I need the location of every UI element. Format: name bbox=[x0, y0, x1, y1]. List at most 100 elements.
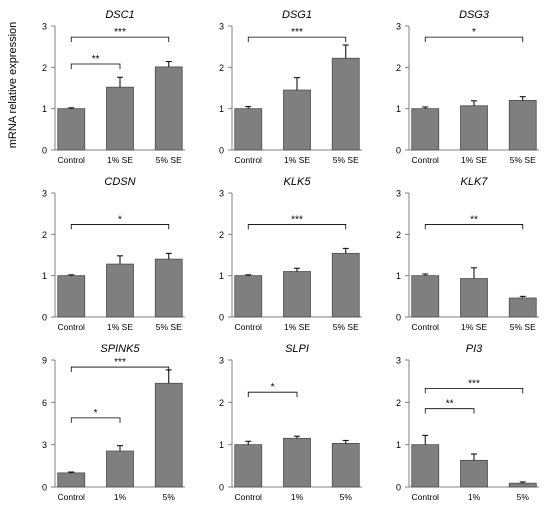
significance-bracket bbox=[424, 36, 524, 43]
panel-title: KLK5 bbox=[284, 176, 312, 188]
significance-bracket bbox=[247, 391, 298, 398]
panel-dsg1: DSG1 0 1 2 3 Control 1% SE 5% SE *** bbox=[219, 9, 362, 165]
significance-label: ** bbox=[92, 54, 100, 65]
significance-bracket bbox=[70, 63, 121, 70]
y-tick-label: 0 bbox=[396, 146, 401, 156]
panel-klk7: KLK7 0 1 2 3 Control 1% SE 5% SE ** bbox=[396, 176, 539, 332]
x-tick-label: Control bbox=[412, 322, 440, 332]
panel-title: DSG1 bbox=[282, 9, 312, 21]
bar bbox=[154, 382, 183, 488]
y-tick-label: 1 bbox=[396, 440, 401, 450]
x-tick-label: 5% bbox=[340, 492, 353, 502]
bar bbox=[283, 437, 311, 488]
y-tick-label: 3 bbox=[42, 22, 47, 32]
bar bbox=[57, 472, 86, 488]
bar bbox=[154, 66, 183, 151]
bar bbox=[508, 100, 537, 151]
significance-label: *** bbox=[114, 27, 126, 38]
bar bbox=[57, 108, 86, 151]
y-tick-label: 0 bbox=[219, 483, 224, 493]
panel-title: PI3 bbox=[466, 343, 483, 355]
x-tick-label: Control bbox=[235, 492, 263, 502]
y-tick-label: 0 bbox=[219, 313, 224, 323]
panel-title: DSG3 bbox=[459, 9, 490, 21]
bar bbox=[460, 459, 488, 488]
bar bbox=[106, 450, 134, 488]
x-tick-label: Control bbox=[235, 322, 263, 332]
significance-label: * bbox=[271, 382, 275, 393]
y-tick-label: 3 bbox=[219, 356, 224, 366]
x-tick-label: 1% SE bbox=[461, 322, 487, 332]
bar bbox=[57, 275, 86, 318]
y-tick-label: 2 bbox=[396, 398, 401, 408]
y-tick-label: 1 bbox=[396, 271, 401, 281]
bar bbox=[411, 108, 440, 151]
x-tick-label: 5% SE bbox=[156, 155, 182, 165]
y-tick-label: 2 bbox=[42, 63, 47, 73]
x-tick-label: 1% SE bbox=[107, 155, 133, 165]
bar bbox=[460, 278, 488, 318]
x-tick-label: 1% SE bbox=[107, 322, 133, 332]
y-tick-label: 2 bbox=[219, 230, 224, 240]
x-tick-label: 5% SE bbox=[333, 322, 359, 332]
y-tick-label: 3 bbox=[42, 189, 47, 199]
y-tick-label: 1 bbox=[219, 104, 224, 114]
y-tick-label: 2 bbox=[396, 230, 401, 240]
x-tick-label: 5% bbox=[517, 492, 530, 502]
significance-label: * bbox=[94, 408, 98, 419]
y-tick-label: 0 bbox=[219, 146, 224, 156]
y-tick-label: 3 bbox=[396, 356, 401, 366]
significance-bracket bbox=[247, 36, 347, 43]
x-tick-label: 5% SE bbox=[156, 322, 182, 332]
x-tick-label: Control bbox=[58, 322, 86, 332]
panel-title: CDSN bbox=[104, 176, 135, 188]
x-tick-label: 1% SE bbox=[284, 155, 310, 165]
x-tick-label: 1% bbox=[468, 492, 481, 502]
panel-klk5: KLK5 0 1 2 3 Control 1% SE 5% SE *** bbox=[219, 176, 362, 332]
x-tick-label: Control bbox=[58, 155, 86, 165]
x-tick-label: Control bbox=[235, 155, 263, 165]
y-tick-label: 1 bbox=[219, 440, 224, 450]
y-tick-label: 2 bbox=[219, 398, 224, 408]
panel-cdsn: CDSN 0 1 2 3 Control 1% SE 5% SE * bbox=[42, 176, 185, 332]
y-tick-label: 3 bbox=[219, 22, 224, 32]
panel-slpi: SLPI 0 1 2 3 Control 1% 5% * bbox=[219, 343, 362, 502]
x-tick-label: Control bbox=[412, 155, 440, 165]
significance-bracket bbox=[70, 366, 170, 373]
panel-title: KLK7 bbox=[461, 176, 489, 188]
significance-bracket bbox=[424, 408, 475, 414]
y-tick-label: 0 bbox=[396, 483, 401, 493]
y-tick-label: 2 bbox=[42, 230, 47, 240]
x-tick-label: 1% bbox=[114, 492, 127, 502]
panel-title: DSC1 bbox=[105, 9, 134, 21]
y-tick-label: 1 bbox=[42, 271, 47, 281]
x-tick-label: 1% SE bbox=[461, 155, 487, 165]
bar bbox=[331, 57, 360, 151]
x-tick-label: 1% SE bbox=[284, 322, 310, 332]
y-tick-label: 3 bbox=[219, 189, 224, 199]
bar bbox=[411, 275, 440, 318]
y-tick-label: 2 bbox=[396, 63, 401, 73]
y-tick-label: 0 bbox=[396, 313, 401, 323]
bar bbox=[508, 482, 537, 488]
y-tick-label: 0 bbox=[42, 146, 47, 156]
significance-bracket bbox=[424, 387, 524, 394]
y-tick-label: 0 bbox=[42, 313, 47, 323]
y-tick-label: 3 bbox=[396, 189, 401, 199]
bar bbox=[234, 108, 263, 151]
significance-label: *** bbox=[291, 214, 303, 225]
y-tick-label: 1 bbox=[42, 104, 47, 114]
x-tick-label: 5% bbox=[163, 492, 176, 502]
bar bbox=[283, 89, 311, 151]
bar bbox=[234, 444, 263, 488]
significance-label: *** bbox=[291, 27, 303, 38]
x-tick-label: Control bbox=[412, 492, 440, 502]
significance-bracket bbox=[70, 417, 121, 423]
significance-bracket bbox=[70, 36, 170, 43]
bar bbox=[106, 263, 134, 318]
x-tick-label: Control bbox=[58, 492, 86, 502]
significance-label: ** bbox=[446, 399, 454, 410]
